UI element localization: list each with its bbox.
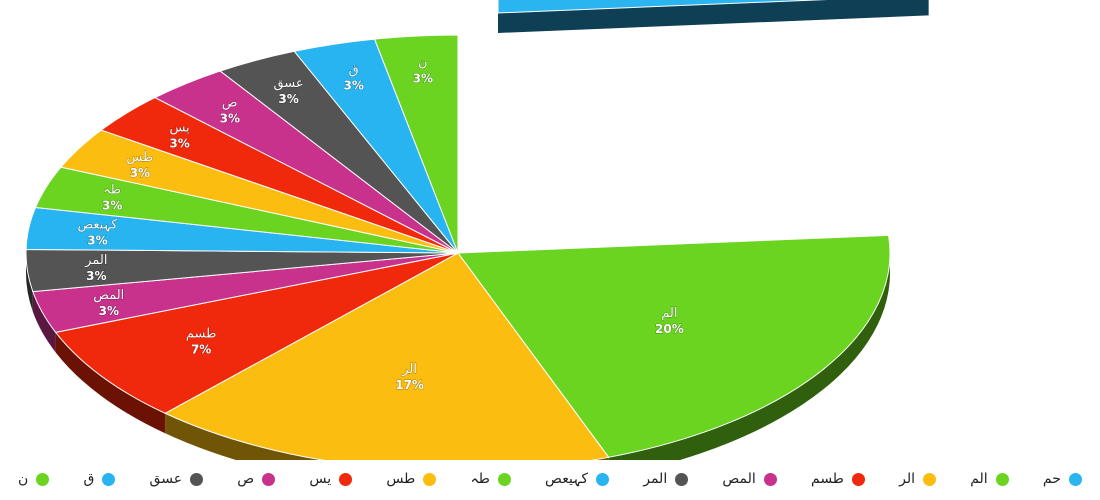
slice-value-label: 3% — [169, 137, 189, 151]
slice-value-label: 3% — [413, 72, 433, 86]
slice-name-label: عسق — [273, 76, 303, 91]
pie-labels-group: حم23%الم20%الر17%طسم7%المص3%المر3%کہیعص3… — [77, 55, 684, 392]
slice-name-label: الر — [401, 362, 417, 377]
legend-label: المر — [643, 471, 668, 487]
slice-value-label: 3% — [87, 233, 107, 247]
legend-swatch — [190, 472, 204, 486]
slice-name-label: ن — [418, 56, 428, 71]
legend-swatch — [497, 472, 511, 486]
pie-slice-2 — [457, 234, 891, 458]
slice-name-label: طسم — [186, 327, 217, 342]
legend-swatch — [339, 472, 353, 486]
legend-item: الر — [899, 471, 937, 487]
legend-label: ن — [18, 471, 29, 487]
slice-name-label: الم — [661, 306, 677, 321]
legend-swatch — [1068, 472, 1082, 486]
slice-value-label: 3% — [99, 304, 119, 318]
legend-swatch — [995, 472, 1009, 486]
legend-swatch — [262, 472, 276, 486]
slice-value-label: 3% — [220, 112, 240, 126]
slice-name-label: ص — [222, 96, 238, 111]
legend-label: الر — [899, 471, 916, 487]
slice-name-label: المر — [84, 253, 107, 268]
legend-item: کہیعص — [545, 471, 610, 487]
slice-value-label: 3% — [102, 199, 122, 213]
chart-legend: حم الم الر طسم المص المر کہیعص طہ طس یس ص عسق ق ن — [18, 466, 1082, 492]
legend-swatch — [923, 472, 937, 486]
legend-label: یس — [309, 471, 332, 487]
legend-item: طس — [386, 471, 437, 487]
legend-swatch — [423, 472, 437, 486]
slice-name-label: کہیعص — [77, 217, 118, 232]
legend-label: طس — [386, 471, 416, 487]
legend-label: طہ — [470, 471, 490, 487]
legend-label: ق — [83, 471, 95, 487]
legend-swatch — [851, 472, 865, 486]
legend-item: المص — [722, 471, 777, 487]
legend-item: ق — [83, 471, 116, 487]
legend-item: طہ — [471, 471, 511, 487]
legend-label: المص — [722, 471, 756, 487]
slice-value-label: 3% — [86, 269, 106, 283]
legend-label: عسق — [149, 471, 183, 487]
slice-name-label: ق — [349, 63, 359, 78]
legend-swatch — [763, 472, 777, 486]
slice-value-label: 3% — [278, 92, 298, 106]
legend-item: ص — [237, 471, 276, 487]
pie-slice-14 — [373, 34, 459, 254]
slice-name-label: المص — [93, 288, 124, 303]
legend-label: حم — [1042, 471, 1061, 487]
pie-slice-4 — [54, 252, 459, 414]
legend-item: المر — [643, 471, 689, 487]
legend-item: ن — [18, 471, 50, 487]
slice-value-label: 3% — [344, 79, 364, 93]
slice-name-label: طہ — [103, 183, 121, 198]
slice-value-label: 3% — [130, 166, 150, 180]
pie-slice-side — [32, 291, 56, 353]
pie-slice-side — [608, 235, 890, 460]
legend-swatch — [36, 472, 50, 486]
pie-chart: حم23%الم20%الر17%طسم7%المص3%المر3%کہیعص3… — [25, 0, 929, 460]
legend-item: طسم — [811, 471, 865, 487]
legend-label: ص — [237, 471, 255, 487]
legend-item: الم — [970, 471, 1009, 487]
legend-label: طسم — [811, 471, 844, 487]
slice-value-label: 17% — [395, 378, 424, 392]
legend-swatch — [102, 472, 116, 486]
legend-swatch — [596, 472, 610, 486]
legend-item: حم — [1043, 471, 1082, 487]
pie-slice-cut-face — [498, 0, 929, 33]
legend-label: الم — [970, 471, 988, 487]
slice-value-label: 7% — [191, 343, 211, 357]
legend-label: کہیعص — [545, 471, 589, 487]
pie-slice-3 — [164, 252, 610, 460]
pie-slices-group — [25, 0, 891, 460]
legend-item: عسق — [150, 471, 204, 487]
pie-slice-1 — [497, 0, 828, 14]
slice-name-label: یس — [169, 121, 190, 136]
slice-name-label: طس — [126, 150, 153, 165]
legend-swatch — [675, 472, 689, 486]
slice-value-label: 20% — [655, 322, 684, 336]
legend-item: یس — [309, 471, 353, 487]
